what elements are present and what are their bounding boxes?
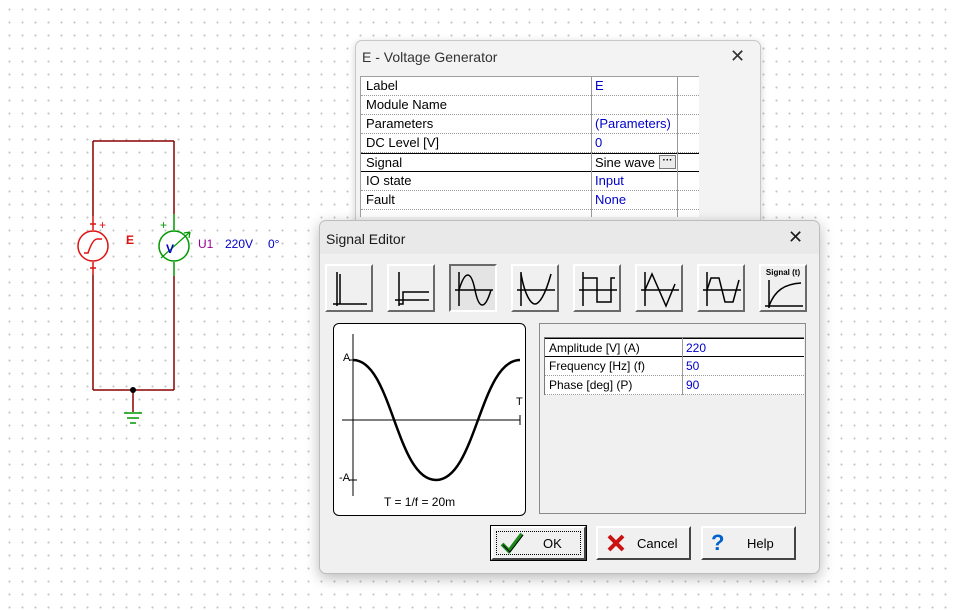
signal-editor-title: Signal Editor (326, 231, 406, 247)
parameter-row-frequency[interactable]: Frequency [Hz] (f) 50 (545, 357, 804, 376)
rectified-sine-icon (517, 272, 555, 306)
meter-plus-sign: + (160, 218, 167, 232)
time-axis-label: T (516, 396, 523, 408)
amplitude-positive-label: A (343, 352, 351, 364)
cancel-label: Cancel (637, 536, 678, 551)
property-name: DC Level [V] (366, 135, 439, 150)
source-plus-sign: + (99, 218, 106, 232)
signal-button-step[interactable] (387, 264, 435, 312)
signal-button-triangle[interactable] (635, 264, 683, 312)
parameter-panel: Amplitude [V] (A) 220 Frequency [Hz] (f)… (539, 323, 806, 514)
ellipsis-button[interactable]: ··· (659, 155, 676, 169)
property-name: Fault (366, 192, 395, 207)
ok-label: OK (543, 536, 562, 551)
property-value[interactable]: (Parameters) (595, 116, 671, 131)
signal-button-custom[interactable]: Signal (t) (759, 264, 807, 312)
column-divider (682, 338, 683, 395)
sine-wave-icon (455, 272, 493, 306)
signal-button-trapezoid[interactable] (697, 264, 745, 312)
close-icon[interactable]: ✕ (730, 46, 746, 66)
help-button[interactable]: ? Help (701, 526, 796, 560)
parameter-name: Amplitude [V] (A) (549, 341, 640, 355)
period-formula: T = 1/f = 20m (384, 495, 456, 509)
title-bar[interactable] (320, 221, 819, 254)
help-label: Help (747, 536, 774, 551)
circuit-wires (92, 140, 175, 412)
parameter-value[interactable]: 90 (686, 378, 700, 392)
question-mark-icon: ? (711, 530, 725, 555)
meter-reading: 220V (225, 237, 253, 251)
parameter-grid: Amplitude [V] (A) 220 Frequency [Hz] (f)… (544, 337, 804, 395)
signal-button-impulse[interactable] (325, 264, 373, 312)
voltage-source-symbol[interactable] (77, 216, 109, 275)
voltage-generator-title: E - Voltage Generator (362, 49, 498, 65)
property-grid: Label E Module Name Parameters (Paramete… (360, 76, 699, 217)
parameter-value[interactable]: 220 (686, 341, 707, 355)
property-name: IO state (366, 173, 412, 188)
property-name: Parameters (366, 116, 434, 131)
sine-curve (352, 358, 521, 482)
triangle-wave-icon (641, 272, 679, 308)
property-value[interactable]: Sine wave (595, 155, 655, 170)
signal-button-rectified-sine[interactable] (511, 264, 559, 312)
property-name: Label (366, 78, 398, 93)
property-value[interactable]: E (595, 78, 604, 93)
signal-button-square[interactable] (573, 264, 621, 312)
parameter-value[interactable]: 50 (686, 359, 700, 373)
property-row-fault[interactable]: Fault None (361, 191, 699, 210)
parameter-row-amplitude[interactable]: Amplitude [V] (A) 220 (545, 338, 804, 357)
property-row-module-name[interactable]: Module Name (361, 96, 699, 115)
property-row-signal[interactable]: Signal Sine wave ··· (361, 153, 699, 172)
voltmeter-symbol-letter: V (166, 242, 174, 256)
property-row-parameters[interactable]: Parameters (Parameters) (361, 115, 699, 134)
parameter-row-phase[interactable]: Phase [deg] (P) 90 (545, 376, 804, 395)
signal-button-sine[interactable] (449, 264, 497, 312)
property-value[interactable]: 0 (595, 135, 603, 150)
waveform-preview: A -A T T = 1/f = 20m (333, 323, 526, 516)
unit-step-icon (395, 272, 429, 306)
property-row-dc-level[interactable]: DC Level [V] 0 (361, 134, 699, 153)
meter-phase: 0° (268, 237, 280, 251)
parameter-name: Phase [deg] (P) (549, 378, 633, 392)
cross-icon (607, 534, 625, 552)
trapezoid-wave-icon (703, 272, 741, 306)
unit-impulse-icon (333, 272, 367, 306)
column-divider (591, 77, 592, 217)
property-value[interactable]: Input (595, 173, 624, 188)
waveform-plot (342, 334, 521, 496)
property-name: Module Name (366, 97, 447, 112)
signal-editor-dialog: Signal Editor ✕ (319, 220, 820, 574)
property-value[interactable]: None (595, 192, 627, 207)
voltage-generator-window: E - Voltage Generator ✕ Label E Module N… (355, 40, 761, 242)
property-name: Signal (366, 155, 403, 170)
amplitude-negative-label: -A (339, 472, 350, 484)
close-icon[interactable]: ✕ (788, 227, 804, 247)
cancel-button[interactable]: Cancel (596, 526, 691, 560)
voltmeter-symbol[interactable] (158, 214, 191, 276)
custom-signal-label: Signal (t) (765, 268, 801, 277)
checkmark-icon (500, 532, 524, 555)
column-divider (677, 77, 678, 217)
ground-icon[interactable] (124, 412, 142, 424)
custom-signal-icon (765, 280, 803, 308)
property-row-label[interactable]: Label E (361, 77, 699, 96)
ok-button[interactable]: OK (490, 525, 587, 561)
square-wave-icon (579, 272, 617, 306)
meter-label: U1 (198, 237, 214, 251)
focus-rect (496, 531, 581, 555)
junction-dot (130, 387, 136, 393)
parameter-name: Frequency [Hz] (f) (549, 359, 646, 373)
source-label: E (126, 233, 134, 247)
property-row-io-state[interactable]: IO state Input (361, 172, 699, 191)
